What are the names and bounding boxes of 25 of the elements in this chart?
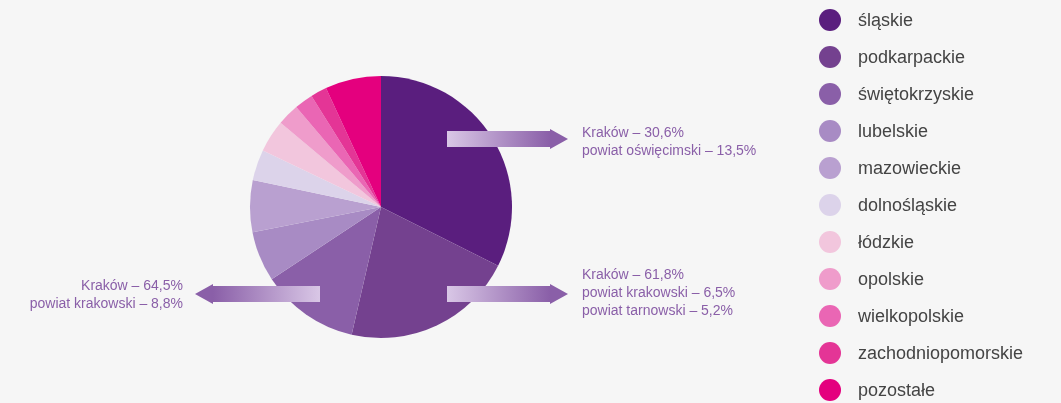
pie-slice bbox=[351, 207, 499, 338]
pie-slice bbox=[325, 76, 381, 207]
pie-slice bbox=[311, 88, 381, 207]
legend-label: opolskie bbox=[858, 269, 925, 289]
legend-label: zachodniopomorskie bbox=[858, 343, 1024, 363]
text: Kraków – 30,6% powiat oświęcimski – 13,5% bbox=[582, 124, 757, 158]
pie-slice bbox=[296, 95, 381, 207]
legend-label: lubelskie bbox=[858, 121, 929, 141]
pie-slice bbox=[252, 150, 381, 207]
legend-label: śląskie bbox=[858, 10, 914, 30]
legend-label: świętokrzyskie bbox=[858, 84, 975, 104]
legend-label: mazowieckie bbox=[858, 158, 962, 178]
pie-slice bbox=[280, 107, 381, 207]
legend-label: podkarpackie bbox=[858, 47, 966, 67]
pie-slice bbox=[250, 180, 381, 233]
legend-label: wielkopolskie bbox=[857, 306, 965, 326]
pie-slice bbox=[381, 76, 512, 266]
text: Kraków – 61,8% powiat krakowski – 6,5% powiat tarnowski – 5,2% bbox=[582, 266, 736, 318]
legend-label: dolnośląskie bbox=[858, 195, 958, 215]
pie-slice bbox=[262, 122, 381, 207]
legend-label: pozostałe bbox=[858, 380, 936, 400]
text: Kraków – 64,5% powiat krakowski – 8,8% bbox=[29, 277, 183, 311]
pie-slice bbox=[252, 207, 381, 280]
legend-label: łódzkie bbox=[858, 232, 915, 252]
pie-slice bbox=[271, 207, 381, 335]
